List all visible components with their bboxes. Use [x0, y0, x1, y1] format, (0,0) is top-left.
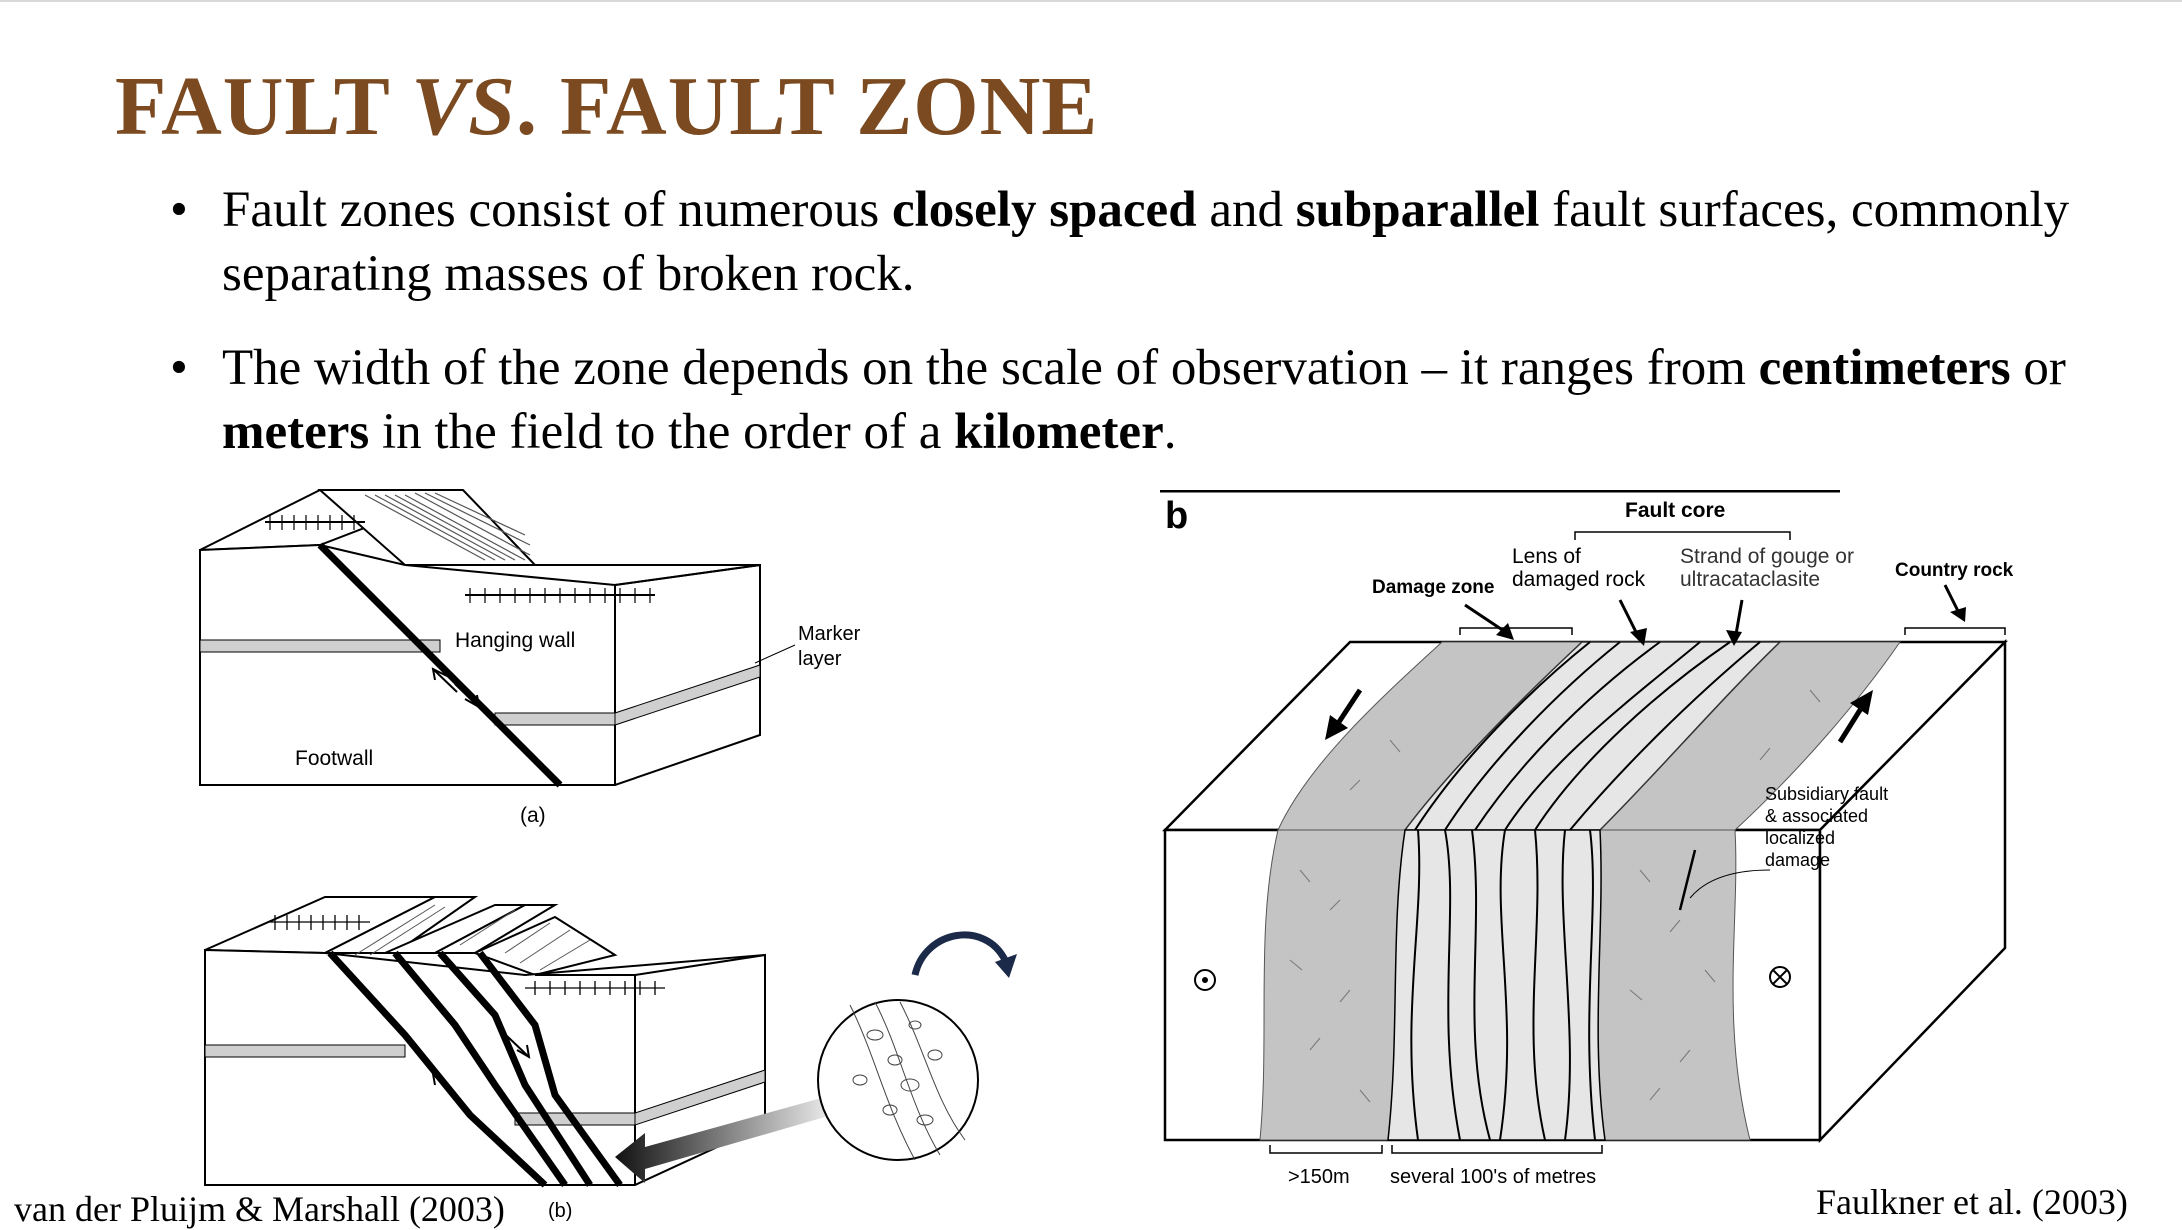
bullet-text: The width of the zone depends on the sca…	[222, 340, 1759, 396]
citation-right: Faulkner et al. (2003)	[1816, 1182, 2128, 1222]
bullet-item: • Fault zones consist of numerous closel…	[160, 178, 2140, 306]
title-part-1: FAULT	[115, 60, 412, 153]
bullet-bold: meters	[222, 404, 370, 460]
bullet-text: fault surfaces, commonly separating mass…	[222, 182, 2070, 302]
page-title: FAULT VS. FAULT ZONE	[115, 58, 1098, 155]
label-subsidiary-4: damage	[1765, 850, 1830, 870]
bullet-item: • The width of the zone depends on the s…	[160, 336, 2140, 464]
bullet-text: .	[1163, 404, 1177, 460]
rotate-arrow-icon	[911, 931, 1017, 978]
title-vs: VS	[411, 60, 516, 153]
figure-faulkner-fault-zone-model: b Fault core Lens of damaged rock Strand…	[1160, 490, 2014, 1188]
label-fault-core: Fault core	[1625, 499, 1725, 522]
citation-left: van der Pluijm & Marshall (2003)	[14, 1189, 505, 1229]
label-lens-2: damaged rock	[1512, 568, 1646, 591]
label-marker-layer: layer	[798, 648, 842, 670]
bullet-bold: kilometer	[954, 404, 1164, 460]
figure-a-fault-block: Hanging wall Footwall Marker layer (a)	[199, 489, 861, 827]
bullet-text: in the field to the order of a	[369, 404, 955, 460]
label-subsidiary-3: localized	[1765, 828, 1835, 848]
bullet-bold: subparallel	[1295, 182, 1540, 238]
caption-a: (a)	[520, 804, 546, 827]
label-damage-zone: Damage zone	[1372, 577, 1494, 598]
label-width-core: several 100's of metres	[1390, 1166, 1596, 1188]
label-hanging-wall: Hanging wall	[455, 629, 575, 652]
panel-letter-b: b	[1165, 495, 1188, 537]
bullet-list: • Fault zones consist of numerous closel…	[160, 178, 2140, 494]
bullet-dot: •	[170, 340, 188, 396]
label-subsidiary-2: & associated	[1765, 806, 1868, 826]
label-width-damage: >150m	[1288, 1166, 1350, 1188]
bullet-text: Fault zones consist of numerous	[222, 182, 892, 238]
label-country-rock: Country rock	[1895, 560, 2014, 581]
label-lens-1: Lens of	[1512, 545, 1581, 568]
label-marker: Marker	[798, 623, 861, 645]
bullet-bold: centimeters	[1758, 340, 2011, 396]
bullet-text: or	[2010, 340, 2066, 396]
title-part-2: . FAULT ZONE	[515, 60, 1099, 153]
label-strand-2: ultracataclasite	[1680, 568, 1820, 591]
figure-b-fault-zone-block: (b)	[204, 896, 979, 1222]
label-footwall: Footwall	[295, 747, 373, 770]
label-strand-1: Strand of gouge or	[1680, 545, 1854, 568]
caption-b: (b)	[548, 1200, 572, 1222]
bullet-dot: •	[170, 182, 188, 238]
top-border	[0, 0, 2182, 2]
bullet-bold: closely spaced	[892, 182, 1197, 238]
bullet-text: and	[1196, 182, 1296, 238]
label-subsidiary-1: Subsidiary fault	[1765, 784, 1888, 804]
